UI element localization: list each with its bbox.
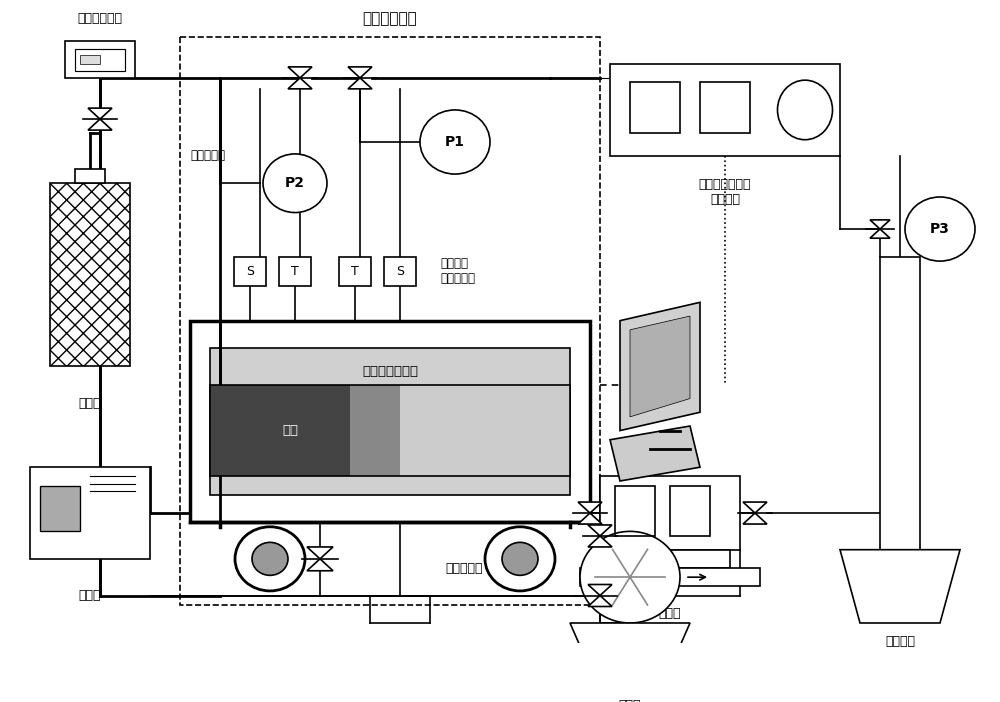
Polygon shape (840, 550, 960, 623)
Polygon shape (307, 547, 333, 559)
Text: T: T (351, 265, 359, 278)
Text: 储气罐: 储气罐 (79, 397, 101, 409)
Text: 真空泵: 真空泵 (619, 699, 641, 702)
Polygon shape (307, 559, 333, 571)
Polygon shape (743, 513, 767, 524)
Bar (279, 256, 311, 286)
Bar (210, 385, 570, 477)
Bar (50, 183, 130, 366)
Bar (180, 37, 600, 604)
Text: P1: P1 (445, 135, 465, 149)
Circle shape (420, 110, 490, 174)
Bar (40, 486, 80, 531)
Bar (630, 82, 680, 133)
Bar (380, 385, 570, 477)
Bar (65, 41, 135, 78)
Bar (600, 477, 740, 550)
Circle shape (263, 154, 327, 213)
Bar (234, 256, 266, 286)
Polygon shape (630, 316, 690, 417)
Polygon shape (588, 585, 612, 595)
Bar (30, 468, 150, 559)
Bar (580, 568, 760, 586)
Bar (210, 385, 410, 477)
Polygon shape (870, 220, 890, 229)
Polygon shape (348, 78, 372, 89)
Text: S: S (396, 265, 404, 278)
Circle shape (235, 526, 305, 591)
Text: 注气泵: 注气泵 (659, 607, 681, 621)
Polygon shape (578, 513, 602, 524)
Text: T: T (291, 265, 299, 278)
Polygon shape (588, 595, 612, 607)
Polygon shape (570, 623, 690, 669)
Polygon shape (743, 502, 767, 513)
Bar (190, 321, 590, 522)
Polygon shape (288, 67, 312, 78)
Bar (210, 348, 570, 495)
Polygon shape (588, 536, 612, 547)
Text: 压力传感器: 压力传感器 (190, 150, 225, 162)
Text: 热敏电阻
及温度探头: 热敏电阻 及温度探头 (440, 256, 475, 284)
Bar (384, 256, 416, 286)
Circle shape (502, 543, 538, 576)
Text: 活塞: 活塞 (282, 424, 298, 437)
Bar (610, 550, 730, 568)
Text: S: S (246, 265, 254, 278)
Text: 位移传感器: 位移传感器 (445, 562, 482, 574)
Circle shape (905, 197, 975, 261)
Circle shape (580, 531, 680, 623)
Bar (350, 385, 400, 477)
Text: P3: P3 (930, 222, 950, 236)
Circle shape (252, 543, 288, 576)
Text: 直流电源及电路
控制系统: 直流电源及电路 控制系统 (699, 178, 751, 206)
Bar (410, 385, 460, 477)
Text: 恒压泵: 恒压泵 (79, 589, 101, 602)
Polygon shape (578, 502, 602, 513)
Text: 温度控制系统: 温度控制系统 (363, 11, 417, 26)
Polygon shape (288, 78, 312, 89)
Polygon shape (88, 119, 112, 130)
Text: 高压气瓶: 高压气瓶 (885, 635, 915, 648)
Bar (339, 256, 371, 286)
Bar (75, 169, 105, 183)
Bar (80, 55, 100, 64)
Text: P2: P2 (285, 176, 305, 190)
Bar (610, 64, 840, 156)
Bar (615, 486, 655, 536)
Polygon shape (610, 426, 700, 481)
Bar (540, 385, 570, 477)
Polygon shape (348, 67, 372, 78)
Polygon shape (870, 229, 890, 238)
Bar (880, 256, 920, 550)
Text: 数据采集
处理中心: 数据采集 处理中心 (665, 499, 695, 527)
Bar (210, 385, 380, 477)
Polygon shape (88, 108, 112, 119)
Text: 高压低温反应釜: 高压低温反应釜 (362, 364, 418, 378)
Bar (700, 82, 750, 133)
Bar (670, 486, 710, 536)
Bar (75, 48, 125, 70)
Bar (460, 385, 540, 477)
Polygon shape (588, 525, 612, 536)
Circle shape (485, 526, 555, 591)
Polygon shape (620, 303, 700, 430)
Text: 气、液流量计: 气、液流量计 (78, 12, 122, 25)
